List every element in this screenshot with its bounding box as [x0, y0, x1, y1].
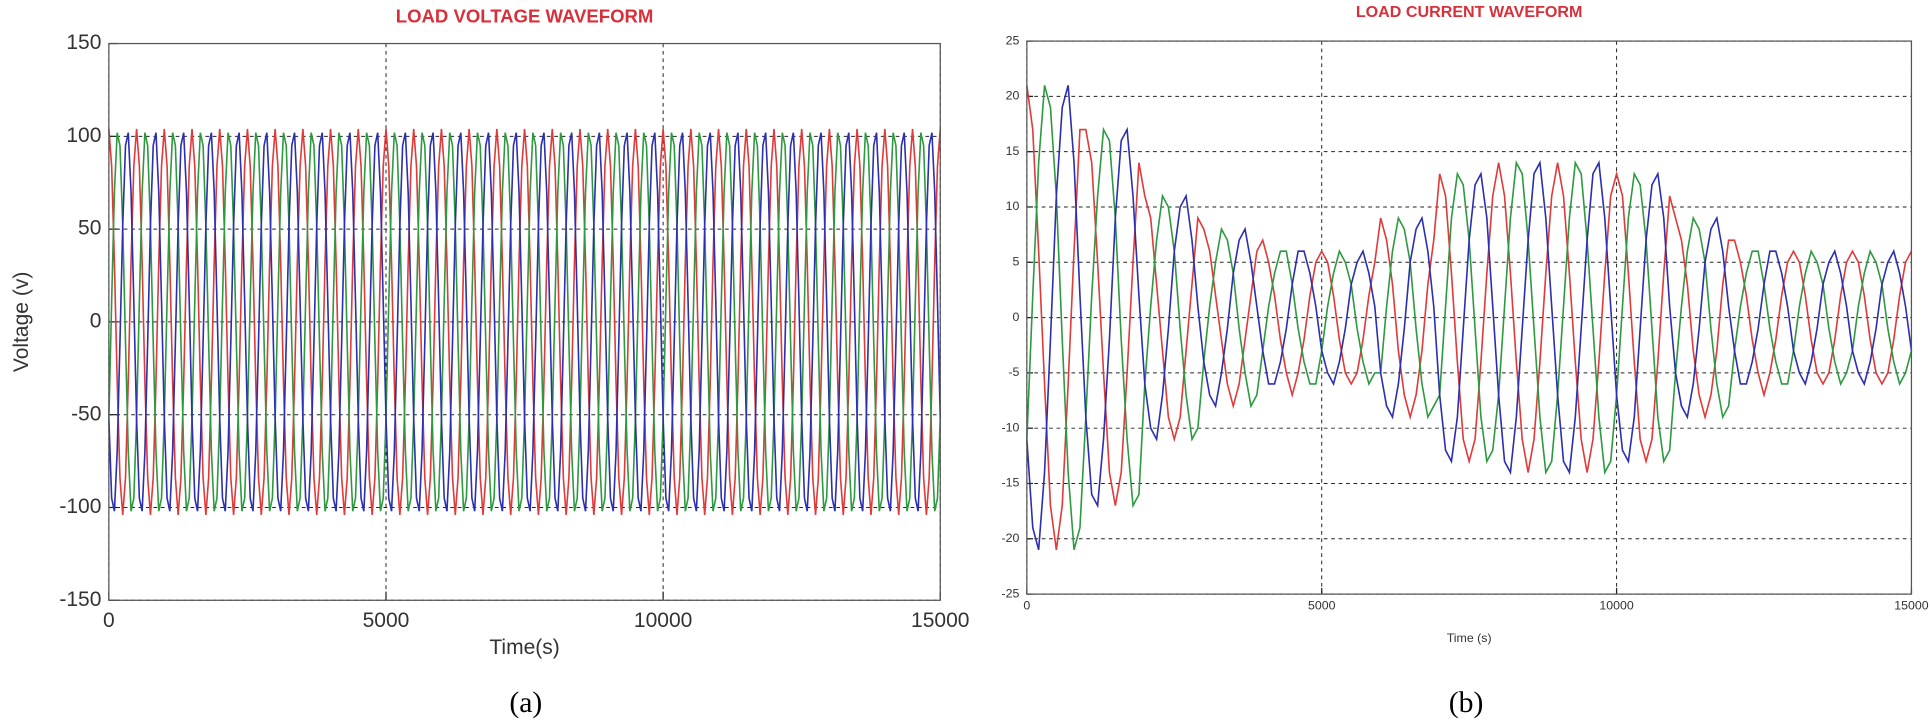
- x-tick-label: 10000: [634, 609, 692, 632]
- y-tick-label: 10: [1006, 199, 1020, 213]
- y-tick-label: -10: [1002, 420, 1020, 434]
- x-tick-label: 10000: [1599, 599, 1633, 613]
- y-tick-label: 0: [90, 309, 102, 332]
- x-tick-label: 15000: [1894, 599, 1928, 613]
- x-tick-label: 0: [103, 609, 115, 632]
- y-axis-label: Voltage (v): [10, 272, 33, 372]
- figure-caption: (b): [1449, 687, 1484, 719]
- y-tick-label: -100: [59, 495, 101, 518]
- figure-caption: (a): [509, 687, 542, 719]
- y-tick-label: 15: [1006, 144, 1020, 158]
- y-tick-label: -50: [71, 402, 101, 425]
- y-tick-label: 25: [1006, 33, 1020, 47]
- x-tick-label: 15000: [911, 609, 969, 632]
- y-tick-label: -5: [1008, 365, 1019, 379]
- y-tick-label: 20: [1006, 89, 1020, 103]
- x-axis-label: Time (s): [1447, 631, 1492, 645]
- y-tick-label: 150: [66, 31, 101, 54]
- x-tick-label: 5000: [1308, 599, 1336, 613]
- y-tick-label: 0: [1013, 310, 1020, 324]
- x-axis-label: Time(s): [489, 636, 559, 659]
- waveform-line: [1026, 85, 1913, 550]
- waveform-line: [1026, 85, 1913, 551]
- chart-title: LOAD VOLTAGE WAVEFORM: [396, 5, 654, 26]
- y-tick-label: -150: [59, 588, 101, 611]
- y-tick-label: -15: [1002, 476, 1020, 490]
- y-tick-label: 100: [66, 124, 101, 147]
- chart-title: LOAD CURRENT WAVEFORM: [1356, 3, 1583, 21]
- x-tick-label: 5000: [363, 609, 410, 632]
- plot-frame: [1026, 40, 1913, 595]
- y-tick-label: -20: [1002, 531, 1020, 545]
- y-tick-label: -25: [1002, 586, 1020, 600]
- waveform-line: [108, 128, 942, 515]
- y-tick-label: 5: [1013, 255, 1020, 269]
- y-tick-label: 50: [78, 217, 101, 240]
- waveform-line: [108, 132, 942, 512]
- x-tick-label: 0: [1023, 599, 1030, 613]
- plot-frame: [108, 42, 941, 601]
